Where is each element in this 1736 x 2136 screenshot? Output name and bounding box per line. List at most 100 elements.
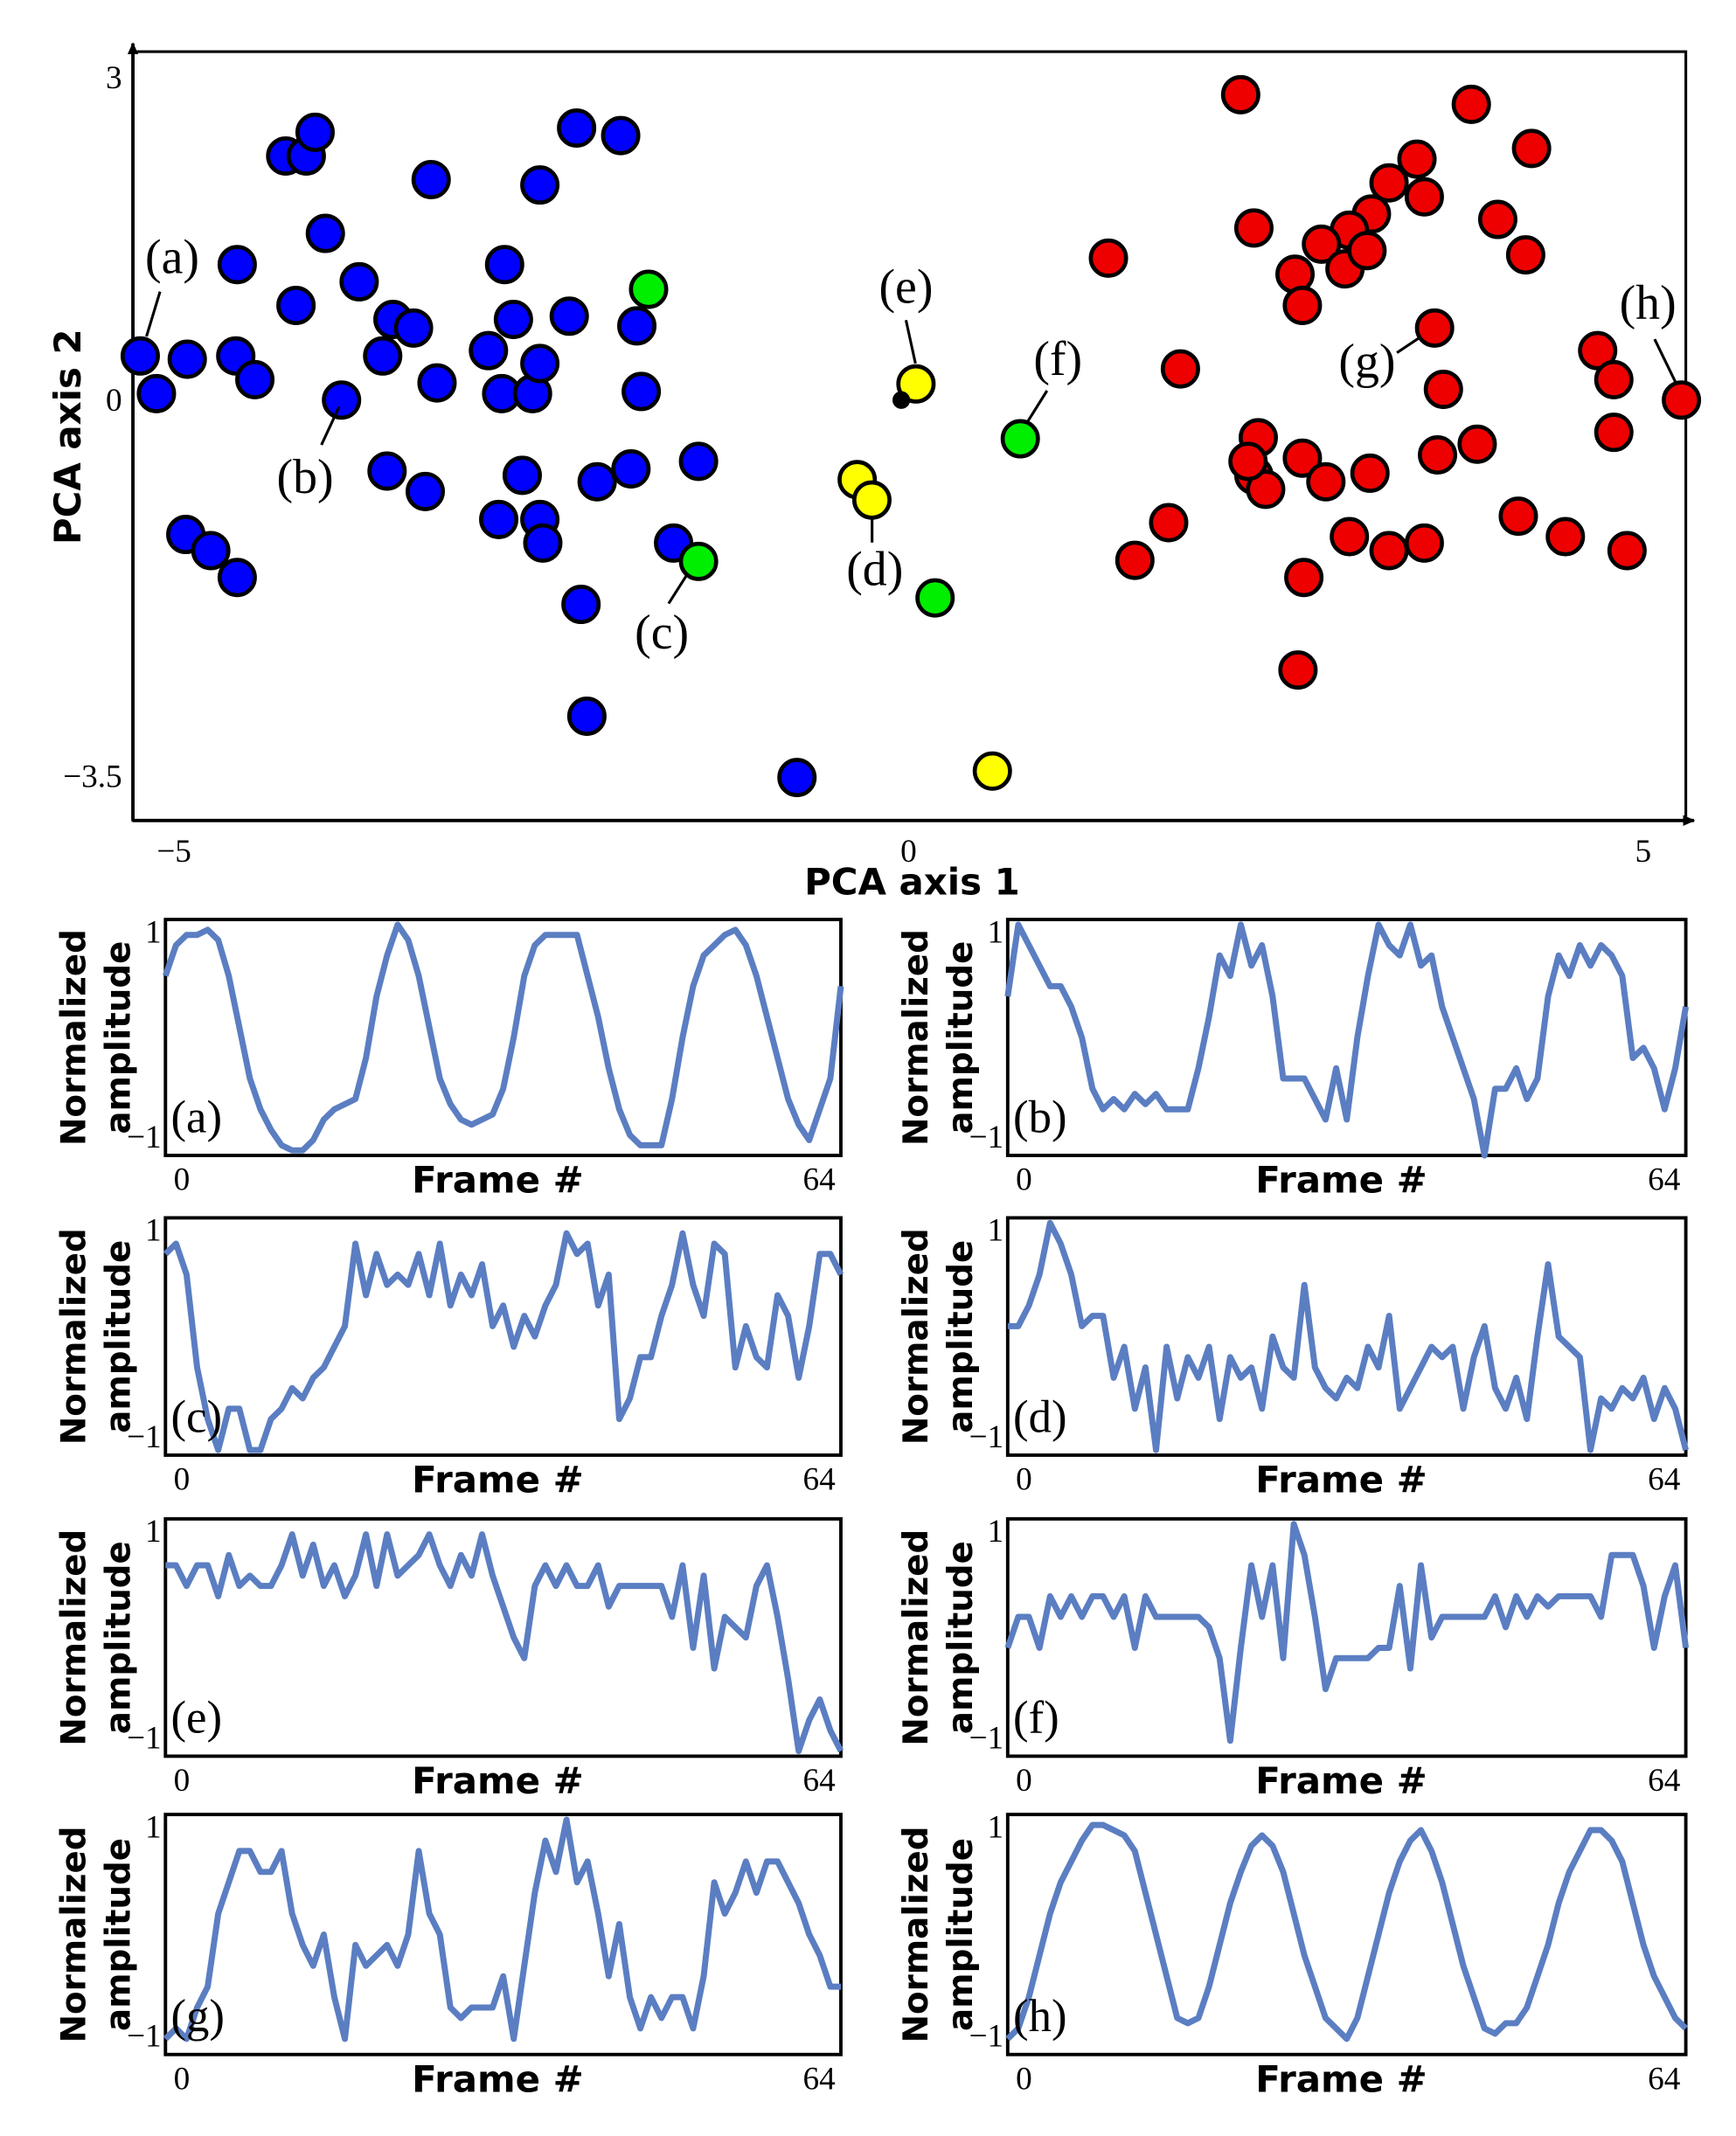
y-tick-label: −1: [127, 1120, 162, 1155]
point: [1369, 163, 1409, 203]
point: [1347, 231, 1387, 271]
panel-label: (e): [170, 1693, 222, 1744]
panel-label: (c): [170, 1391, 222, 1442]
x-tick-label: 64: [803, 2061, 837, 2097]
x-tick-label: 64: [1648, 1162, 1681, 1198]
y-axis-label: Normalized: [897, 1826, 936, 2042]
point: [136, 373, 177, 413]
x-axis-label: Frame #: [1255, 1759, 1427, 1802]
point: [611, 449, 651, 489]
y-axis-label: amplitude: [100, 1838, 139, 2031]
point: [1451, 84, 1491, 124]
point: [1306, 461, 1346, 502]
plot-frame: [1005, 918, 1688, 1158]
point: [1350, 453, 1390, 493]
y-axis-label: Normalized: [54, 1228, 94, 1445]
point: [566, 696, 607, 736]
point: [295, 112, 335, 152]
annotation: (g): [1338, 335, 1395, 389]
point: [1457, 424, 1497, 464]
point: [1397, 139, 1437, 179]
point: [892, 391, 911, 409]
y-axis-label: amplitude: [941, 1541, 981, 1734]
point: [411, 160, 451, 200]
point: [406, 471, 446, 511]
point: [1594, 413, 1634, 453]
y-tick-label: −1: [969, 1120, 1004, 1155]
x-axis-label: PCA axis 1: [804, 860, 1020, 903]
plot-frame: [163, 1516, 843, 1758]
x-axis-label: Frame #: [1255, 1159, 1427, 1202]
x-axis-label: Frame #: [412, 2057, 584, 2100]
y-tick-label: 1: [145, 1514, 162, 1550]
annotation-leader: [1653, 338, 1678, 385]
point: [1404, 523, 1444, 563]
point: [561, 585, 601, 625]
y-tick-label: 1: [145, 1810, 162, 1846]
y-tick-label: 1: [988, 914, 1004, 950]
point: [777, 758, 817, 798]
plot-frame: [163, 1216, 843, 1457]
point: [628, 269, 669, 309]
plot-frame: [163, 918, 843, 1158]
point: [1330, 517, 1370, 557]
point: [1369, 531, 1409, 571]
point: [523, 523, 563, 563]
point: [1220, 74, 1260, 114]
point: [1088, 238, 1128, 278]
x-tick-label: 0: [1016, 1462, 1032, 1498]
point: [678, 441, 719, 482]
y-axis-label: Normalized: [897, 929, 936, 1146]
panel-label: (d): [1013, 1391, 1067, 1442]
point: [1511, 128, 1552, 169]
x-tick-label: 64: [1648, 2061, 1681, 2097]
point: [120, 336, 160, 376]
point: [1423, 369, 1463, 409]
point: [601, 115, 641, 156]
point: [1404, 177, 1444, 217]
point: [322, 380, 362, 420]
point: [1414, 308, 1455, 348]
point: [1302, 224, 1342, 264]
x-tick-label: 0: [1016, 2061, 1032, 2097]
annotation: (d): [846, 542, 903, 596]
x-axis-label: Frame #: [412, 1459, 584, 1501]
point: [557, 107, 597, 148]
y-tick-label: −1: [127, 1720, 162, 1756]
panel-label: (g): [170, 1991, 225, 2042]
annotation-leader: [1396, 335, 1422, 354]
y-tick-label: 0: [106, 383, 122, 419]
y-tick-label: 1: [145, 914, 162, 950]
x-tick-label: 0: [900, 834, 917, 870]
y-tick-label: 1: [988, 1213, 1004, 1249]
point: [621, 371, 662, 412]
y-tick-label: 3: [106, 60, 122, 96]
point: [520, 343, 560, 384]
y-axis-label: Normalized: [897, 1228, 936, 1445]
annotation-leader: [667, 572, 689, 605]
point: [276, 285, 316, 325]
point: [1498, 496, 1538, 537]
point: [520, 165, 560, 205]
panel-label: (h): [1013, 1991, 1067, 2042]
point: [367, 451, 407, 491]
x-axis-label: Frame #: [412, 1759, 584, 1802]
line: [165, 1531, 844, 1755]
point: [235, 359, 275, 399]
panel-label: (b): [1013, 1092, 1067, 1142]
panel-label: (f): [1013, 1693, 1059, 1744]
point: [363, 336, 403, 376]
annotation: (b): [277, 450, 334, 504]
line: [162, 921, 844, 1154]
x-tick-label: 5: [1635, 834, 1652, 870]
point: [549, 296, 589, 336]
point: [1578, 330, 1618, 371]
point: [1505, 235, 1545, 275]
y-axis-label: amplitude: [100, 941, 139, 1134]
annotation: (e): [878, 260, 933, 315]
plot-frame: [1005, 1813, 1688, 2056]
point: [1477, 199, 1517, 239]
point: [479, 499, 519, 539]
line: [1004, 921, 1690, 1159]
point: [1160, 349, 1200, 389]
